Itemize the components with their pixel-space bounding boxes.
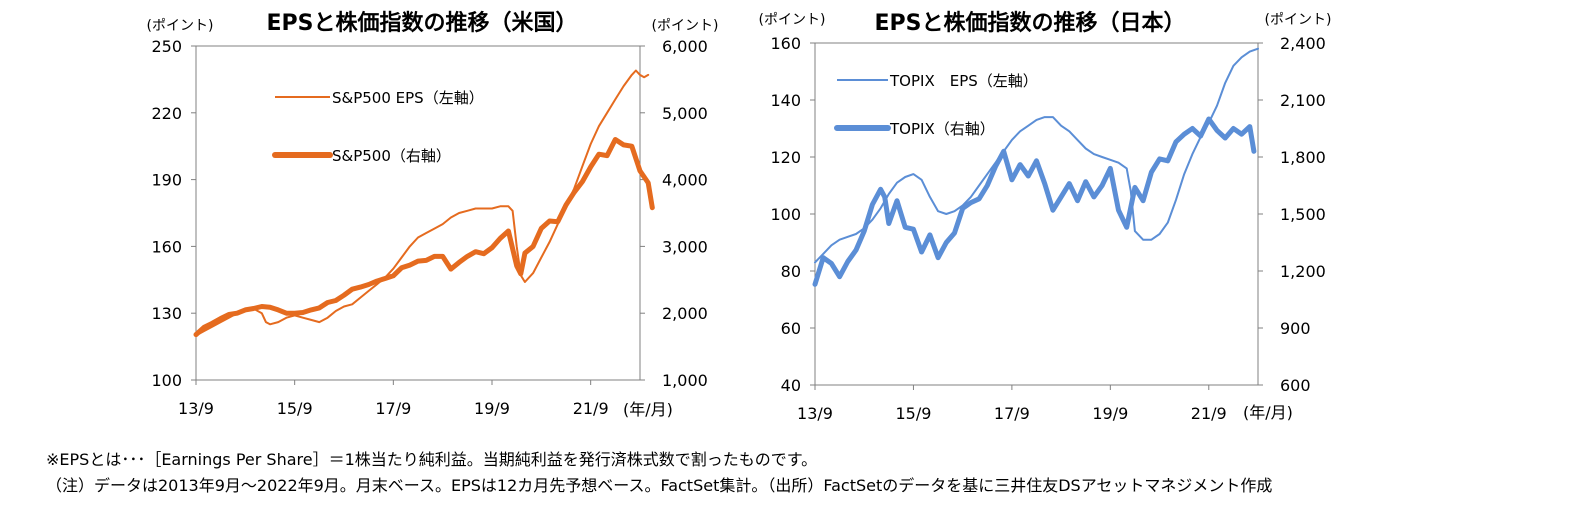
us-x-tick-label: 17/9 bbox=[375, 399, 411, 418]
us-series bbox=[193, 69, 655, 338]
us-left-ticks: 100 130 160 190 220 250 bbox=[151, 37, 196, 390]
us-chart-title: EPSと株価指数の推移（米国） bbox=[267, 10, 578, 36]
us-left-tick-label: 220 bbox=[151, 104, 182, 123]
japan-left-tick-label: 120 bbox=[770, 148, 801, 167]
us-x-ticks: 13/9 15/9 17/9 19/9 21/9 bbox=[178, 380, 609, 418]
japan-left-tick-label: 80 bbox=[781, 262, 801, 281]
japan-left-tick-label: 160 bbox=[770, 34, 801, 53]
us-x-tick-label: 19/9 bbox=[474, 399, 510, 418]
us-x-tick-label: 21/9 bbox=[573, 399, 609, 418]
japan-right-axis-unit: (ポイント) bbox=[1265, 12, 1332, 28]
us-left-axis-unit: (ポイント) bbox=[147, 18, 214, 34]
us-eps-line bbox=[195, 69, 650, 337]
japan-left-tick-label: 60 bbox=[781, 319, 801, 338]
japan-right-tick-label: 2,400 bbox=[1280, 34, 1326, 53]
japan-chart: EPSと株価指数の推移（日本） (ポイント) (ポイント) (年/月) 40 60… bbox=[759, 10, 1332, 423]
japan-x-tick-label: 15/9 bbox=[895, 404, 931, 423]
japan-left-axis-unit: (ポイント) bbox=[759, 12, 826, 28]
japan-chart-title: EPSと株価指数の推移（日本） bbox=[875, 10, 1186, 36]
japan-x-tick-label: 13/9 bbox=[797, 404, 833, 423]
us-left-tick-label: 100 bbox=[151, 371, 182, 390]
japan-index-line bbox=[812, 116, 1257, 287]
footnote-source: （注）データは2013年9月～2022年9月。月末ベース。EPSは12カ月先予想… bbox=[46, 476, 1273, 495]
us-plot-border bbox=[195, 45, 641, 381]
us-chart: EPSと株価指数の推移（米国） (ポイント) (ポイント) (年/月) 1001… bbox=[147, 10, 719, 419]
japan-x-axis-unit: (年/月) bbox=[1243, 403, 1293, 422]
japan-right-tick-label: 600 bbox=[1280, 376, 1311, 395]
us-left-tick-label: 160 bbox=[151, 237, 182, 256]
japan-legend: TOPIX EPS（左軸） TOPIX（右軸） bbox=[834, 72, 1038, 138]
japan-series bbox=[812, 47, 1259, 287]
us-right-tick-label: 4,000 bbox=[662, 171, 708, 190]
us-index-line bbox=[193, 137, 655, 338]
us-right-axis-unit: (ポイント) bbox=[652, 18, 719, 34]
us-legend: S&P500 EPS（左軸） S&P500（右軸） bbox=[272, 89, 484, 165]
japan-legend-index: TOPIX（右軸） bbox=[889, 120, 995, 138]
us-left-tick-label: 130 bbox=[151, 304, 182, 323]
japan-x-ticks: 13/9 15/9 17/9 19/9 21/9 bbox=[797, 385, 1227, 423]
japan-legend-eps: TOPIX EPS（左軸） bbox=[889, 72, 1038, 90]
us-right-tick-label: 6,000 bbox=[662, 37, 708, 56]
japan-plot-frame bbox=[814, 42, 1259, 386]
japan-right-tick-label: 900 bbox=[1280, 319, 1311, 338]
us-left-tick-label: 250 bbox=[151, 37, 182, 56]
japan-plot-border bbox=[814, 42, 1259, 386]
us-x-tick-label: 15/9 bbox=[277, 399, 313, 418]
us-legend-index: S&P500（右軸） bbox=[332, 147, 451, 165]
us-left-tick-label: 190 bbox=[151, 171, 182, 190]
japan-x-tick-label: 19/9 bbox=[1092, 404, 1128, 423]
japan-x-tick-label: 21/9 bbox=[1191, 404, 1227, 423]
japan-left-tick-label: 40 bbox=[781, 376, 801, 395]
us-right-tick-label: 5,000 bbox=[662, 104, 708, 123]
japan-right-tick-label: 2,100 bbox=[1280, 91, 1326, 110]
japan-x-tick-label: 17/9 bbox=[994, 404, 1030, 423]
japan-left-tick-label: 140 bbox=[770, 91, 801, 110]
us-right-tick-label: 1,000 bbox=[662, 371, 708, 390]
us-right-tick-label: 2,000 bbox=[662, 304, 708, 323]
us-x-tick-label: 13/9 bbox=[178, 399, 214, 418]
japan-right-tick-label: 1,200 bbox=[1280, 262, 1326, 281]
us-right-tick-label: 3,000 bbox=[662, 237, 708, 256]
footnote-eps-definition: ※EPSとは･･･［Earnings Per Share］＝1株当たり純利益。当… bbox=[46, 450, 818, 469]
japan-right-ticks: 600 900 1,200 1,500 1,800 2,100 2,400 bbox=[1258, 34, 1326, 395]
japan-right-tick-label: 1,500 bbox=[1280, 205, 1326, 224]
japan-right-tick-label: 1,800 bbox=[1280, 148, 1326, 167]
japan-left-ticks: 40 60 80 100 120 140 160 bbox=[770, 34, 815, 395]
japan-left-tick-label: 100 bbox=[770, 205, 801, 224]
japan-eps-line bbox=[814, 47, 1259, 264]
us-right-ticks: 1,000 2,000 3,000 4,000 5,000 6,000 bbox=[640, 37, 708, 390]
us-legend-eps: S&P500 EPS（左軸） bbox=[332, 89, 484, 107]
us-plot-frame bbox=[195, 45, 641, 381]
us-x-axis-unit: (年/月) bbox=[623, 400, 673, 419]
